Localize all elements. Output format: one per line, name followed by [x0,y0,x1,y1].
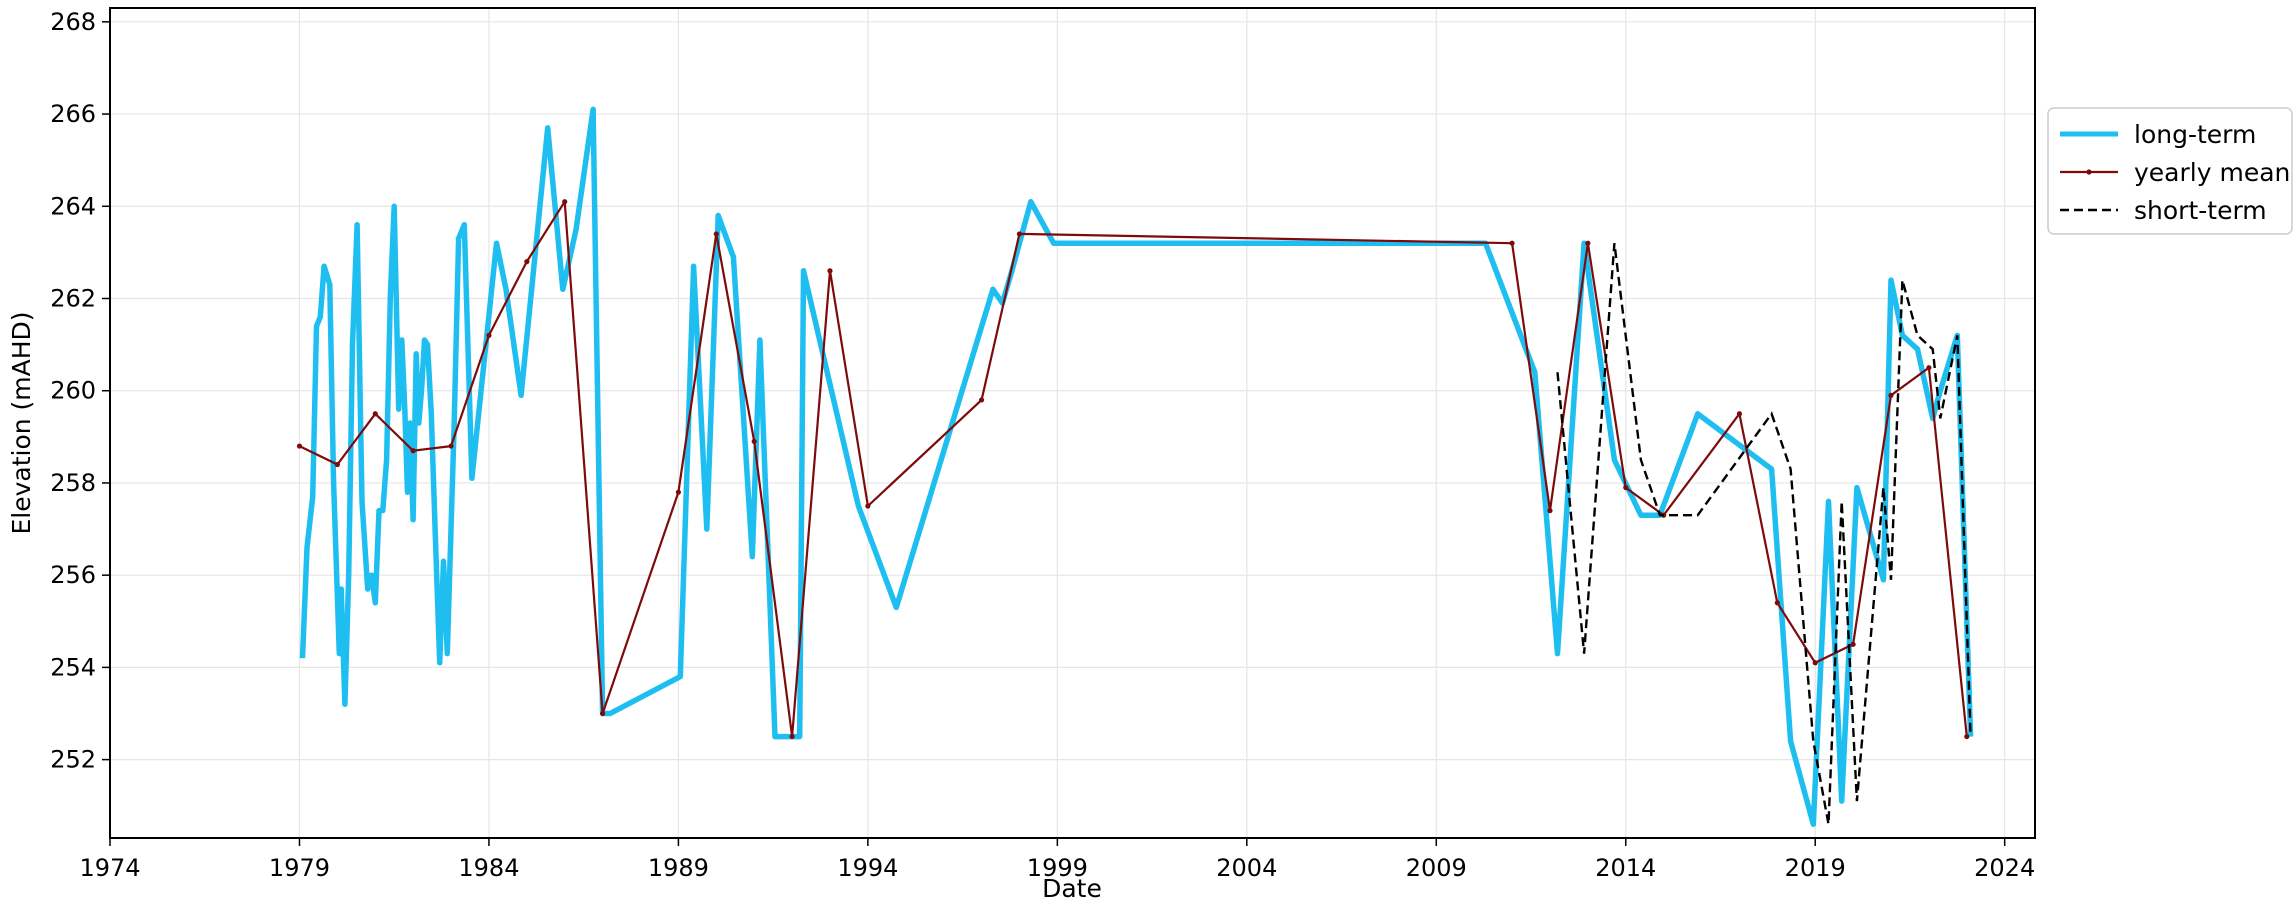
yearly-mean-point [675,489,682,495]
y-axis: 252 254 256 258 260 262 264 266 268 [50,8,110,774]
grid [109,8,2035,838]
y-tick-label: 268 [50,8,96,36]
yearly-mean-point [1888,392,1894,398]
series-layer [296,106,1974,827]
yearly-mean-point [1585,240,1591,246]
x-axis: 1974 1979 1984 1989 1994 1999 2004 2009 2014 2019… [79,838,2035,882]
yearly-mean-point [1850,641,1856,647]
yearly-mean-point [562,199,568,205]
yearly-mean-point [1509,240,1515,246]
series-line-long-term [299,106,1974,827]
legend-label: yearly mean [2134,158,2290,187]
yearly-mean-point [827,268,833,274]
yearly-mean-point [713,231,719,237]
y-tick-label: 266 [50,100,96,128]
yearly-mean-point [600,710,606,717]
yearly-mean-point [486,332,492,338]
y-tick-label: 258 [50,469,96,497]
yearly-mean-point [751,438,757,445]
yearly-mean-point [865,503,871,509]
series-line-short-term [1556,243,1972,825]
x-axis-title: Date [1042,874,1102,903]
yearly-mean-point [1623,484,1629,491]
legend-label: long-term [2134,120,2256,149]
x-tick-label: 1999 [1027,854,1088,882]
yearly-mean-point [410,448,416,454]
x-tick-label: 1994 [837,854,898,882]
yearly-mean-point [1964,733,1970,740]
yearly-mean-point [1016,231,1023,237]
yearly-mean-point [978,397,985,403]
plot-frame [109,7,2036,839]
y-tick-label: 260 [50,377,96,405]
plot-area [296,106,1974,827]
yearly-mean-point [448,443,454,449]
yearly-mean-point [524,259,530,265]
y-axis-title: Elevation (mAHD) [7,311,36,534]
yearly-mean-point [789,733,795,740]
legend-label: short-term [2134,196,2267,225]
yearly-mean-point [1926,365,1932,371]
x-tick-label: 2024 [1974,854,2035,882]
x-tick-label: 1979 [269,854,330,882]
x-tick-label: 2014 [1595,854,1656,882]
legend-box [2047,107,2293,235]
y-tick-label: 256 [50,561,96,589]
x-tick-label: 2019 [1785,854,1846,882]
y-tick-label: 264 [50,192,96,220]
yearly-mean-point [334,461,340,468]
yearly-mean-point [296,443,303,449]
x-tick-label: 1974 [79,854,140,882]
yearly-mean-point [1812,660,1818,666]
y-tick-label: 254 [50,653,96,681]
x-tick-label: 1989 [648,854,709,882]
x-tick-label: 2004 [1216,854,1277,882]
x-tick-label: 2009 [1406,854,1467,882]
legend: long-term yearly mean short-term [2047,107,2293,235]
legend-marker [2086,169,2092,175]
y-tick-label: 262 [50,285,96,313]
yearly-mean-point [372,411,378,417]
yearly-mean-point [1774,600,1780,606]
yearly-mean-point [1736,411,1743,417]
x-tick-label: 1984 [458,854,519,882]
yearly-mean-point [1547,508,1553,514]
y-tick-label: 252 [50,746,96,774]
